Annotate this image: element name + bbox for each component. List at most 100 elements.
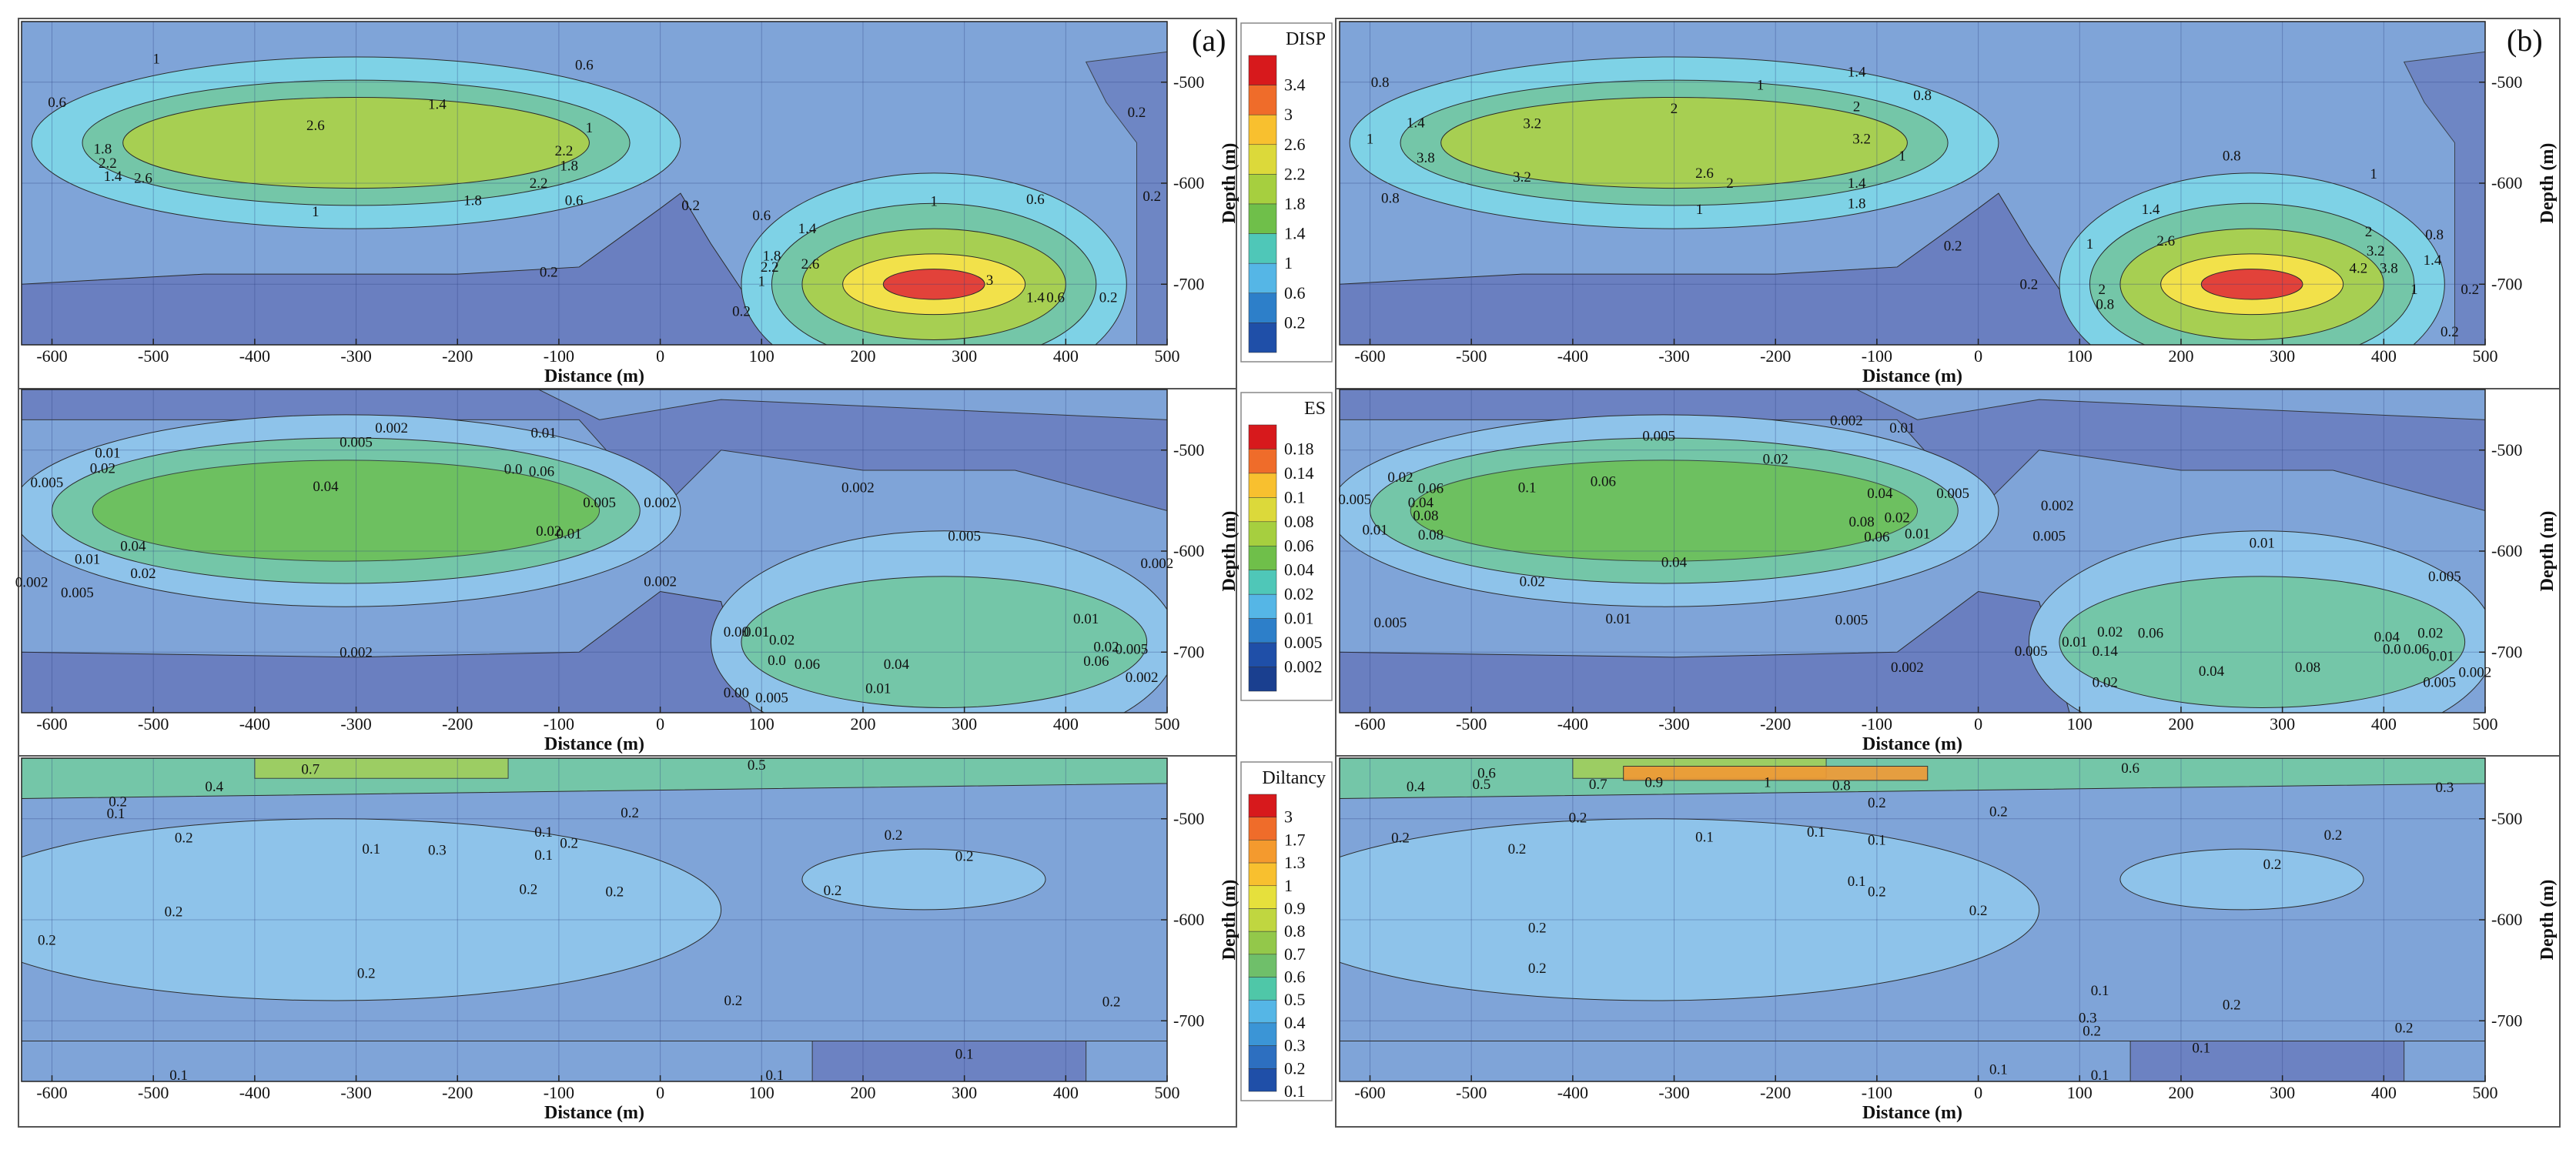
- contour-label: 0.005: [2423, 675, 2456, 691]
- legend-swatch: [1248, 497, 1277, 523]
- x-tick-label: 200: [2168, 346, 2193, 366]
- contour-label: 0.8: [2223, 149, 2241, 165]
- halo-inner: [1440, 96, 1908, 189]
- y-tick-label: -600: [2491, 541, 2522, 560]
- contour-label: 0.2: [2395, 1020, 2414, 1036]
- contour-label: 0.7: [1589, 777, 1607, 793]
- contour-label: 0.04: [2199, 663, 2225, 680]
- contour-label: 0.08: [1418, 527, 1444, 543]
- x-axis-label: Distance (m): [544, 366, 644, 386]
- contour-label: 0.8: [2096, 297, 2114, 313]
- panel-label-b: (b): [2507, 23, 2543, 58]
- contour-label: 0.2: [2020, 276, 2039, 292]
- contour-label: 0.01: [1362, 522, 1387, 538]
- contour-label: 3.2: [1513, 169, 1531, 185]
- x-tick-label: 500: [1155, 346, 1180, 366]
- x-tick-label: -400: [239, 346, 270, 366]
- contour-label: 0.005: [340, 434, 373, 450]
- contour-label: 0.2: [1528, 921, 1547, 937]
- contour-label: 1: [1696, 202, 1704, 218]
- y-tick-label: -700: [1173, 642, 1204, 661]
- contour-label: 0.1: [1807, 824, 1825, 841]
- contour-label: 1.4: [2142, 202, 2160, 218]
- x-tick-label: -600: [36, 346, 67, 366]
- contour-label: 0.2: [175, 830, 193, 847]
- x-tick-label: 0: [1974, 346, 1982, 366]
- contour-label: 0.2: [1391, 830, 1410, 847]
- x-tick-label: -100: [1862, 1083, 1892, 1102]
- x-tick-label: -500: [138, 714, 169, 734]
- contour-label: 0.06: [1864, 530, 1889, 546]
- contour-label: 0.6: [1026, 192, 1045, 208]
- low-zone: [1340, 590, 2070, 713]
- contour-label: 0.2: [824, 883, 842, 899]
- x-tick-label: -600: [36, 1083, 67, 1102]
- contour-label: 0.06: [1418, 481, 1444, 497]
- x-tick-label: -200: [442, 1083, 473, 1102]
- contour-label: 0.7: [301, 761, 319, 777]
- contour-label: 0.01: [556, 526, 581, 543]
- contour-label: 0.02: [2093, 675, 2118, 691]
- contour-label: 0.2: [357, 966, 376, 982]
- contour-label: 0.2: [109, 794, 127, 810]
- contour-label: 1.8: [763, 249, 781, 265]
- plot-es-b: -600 -500 -400 -300 -200 -100 0 100 200 300 400 500…: [1338, 389, 2558, 754]
- middle-zone: [22, 818, 721, 1001]
- legend-tick-label: 0.02: [1284, 584, 1314, 603]
- legend-swatch: [1248, 233, 1277, 264]
- x-tick-label: 500: [1155, 714, 1180, 734]
- legend-swatch: [1248, 618, 1277, 643]
- legend-swatch: [1248, 570, 1277, 595]
- contour-label: 0.01: [744, 624, 769, 640]
- contour-label: 0.1: [1868, 832, 1886, 848]
- low-zone-right: [1085, 51, 1167, 345]
- legend-swatch: [1248, 292, 1277, 323]
- contour-label: 0.1: [1848, 874, 1866, 890]
- contour-label: 0.005: [1373, 615, 1407, 631]
- contour-label: 0.2: [955, 848, 974, 864]
- bottom-dark: [2129, 1041, 2405, 1081]
- contour-label: 0.002: [644, 573, 677, 590]
- outer-frame-a: [18, 18, 1237, 1128]
- contour-label: 0.5: [748, 757, 766, 774]
- contour-label: 0.8: [1832, 777, 1851, 794]
- contour-label: 0.01: [531, 425, 557, 441]
- legend-swatch: [1248, 114, 1277, 145]
- contour-label: 0.04: [313, 479, 339, 495]
- contour-label: 0.2: [2223, 997, 2241, 1013]
- x-tick-label: 200: [850, 346, 875, 366]
- contour-label: 0.002: [2458, 665, 2491, 681]
- contour-label: 0.1: [766, 1068, 785, 1084]
- x-tick-label: 100: [749, 1083, 774, 1102]
- contour-label: 0.1: [534, 847, 553, 864]
- legend-swatch: [1248, 473, 1277, 498]
- x-tick-label: 500: [2473, 1083, 2498, 1102]
- contour-label: 0.6: [575, 57, 594, 73]
- plot-es-a: -600 -500 -400 -300 -200 -100 0 100 200 300 400 500…: [15, 389, 1239, 754]
- contour-label: 3.2: [1523, 116, 1541, 132]
- y-tick-label: -700: [2491, 642, 2522, 661]
- contour-label: 0.02: [536, 523, 561, 540]
- y-tick-label: -600: [2491, 910, 2522, 929]
- legend-tick-label: 1.7: [1284, 830, 1306, 849]
- x-tick-label: -200: [1760, 346, 1791, 366]
- legend-tick-label: 2.2: [1284, 164, 1306, 183]
- contour-label: 0.6: [2121, 760, 2139, 777]
- contour-label: 1.8: [560, 159, 578, 175]
- contour-label: 1.4: [1848, 175, 1866, 192]
- x-tick-label: 400: [1053, 346, 1079, 366]
- plot-diltancy-a: -600 -500 -400 -300 -200 -100 0 100 200 300 400 500…: [21, 757, 1239, 1123]
- contour-label: 0.02: [1520, 573, 1545, 590]
- contour-label: 3: [986, 272, 994, 289]
- contour-label: 0.2: [1142, 189, 1161, 205]
- contour-label: 1: [152, 52, 160, 68]
- contour-label: 1.4: [1026, 289, 1045, 306]
- contour-label: 0.0: [768, 653, 786, 669]
- contour-label: 0.1: [955, 1047, 974, 1063]
- contour-label: 2.2: [555, 143, 574, 159]
- contour-label: 0.4: [1407, 779, 1425, 795]
- low-zone-right: [2403, 51, 2485, 345]
- legend-swatch: [1248, 954, 1277, 978]
- y-tick-label: -500: [1173, 72, 1204, 92]
- legend-swatch: [1248, 817, 1277, 841]
